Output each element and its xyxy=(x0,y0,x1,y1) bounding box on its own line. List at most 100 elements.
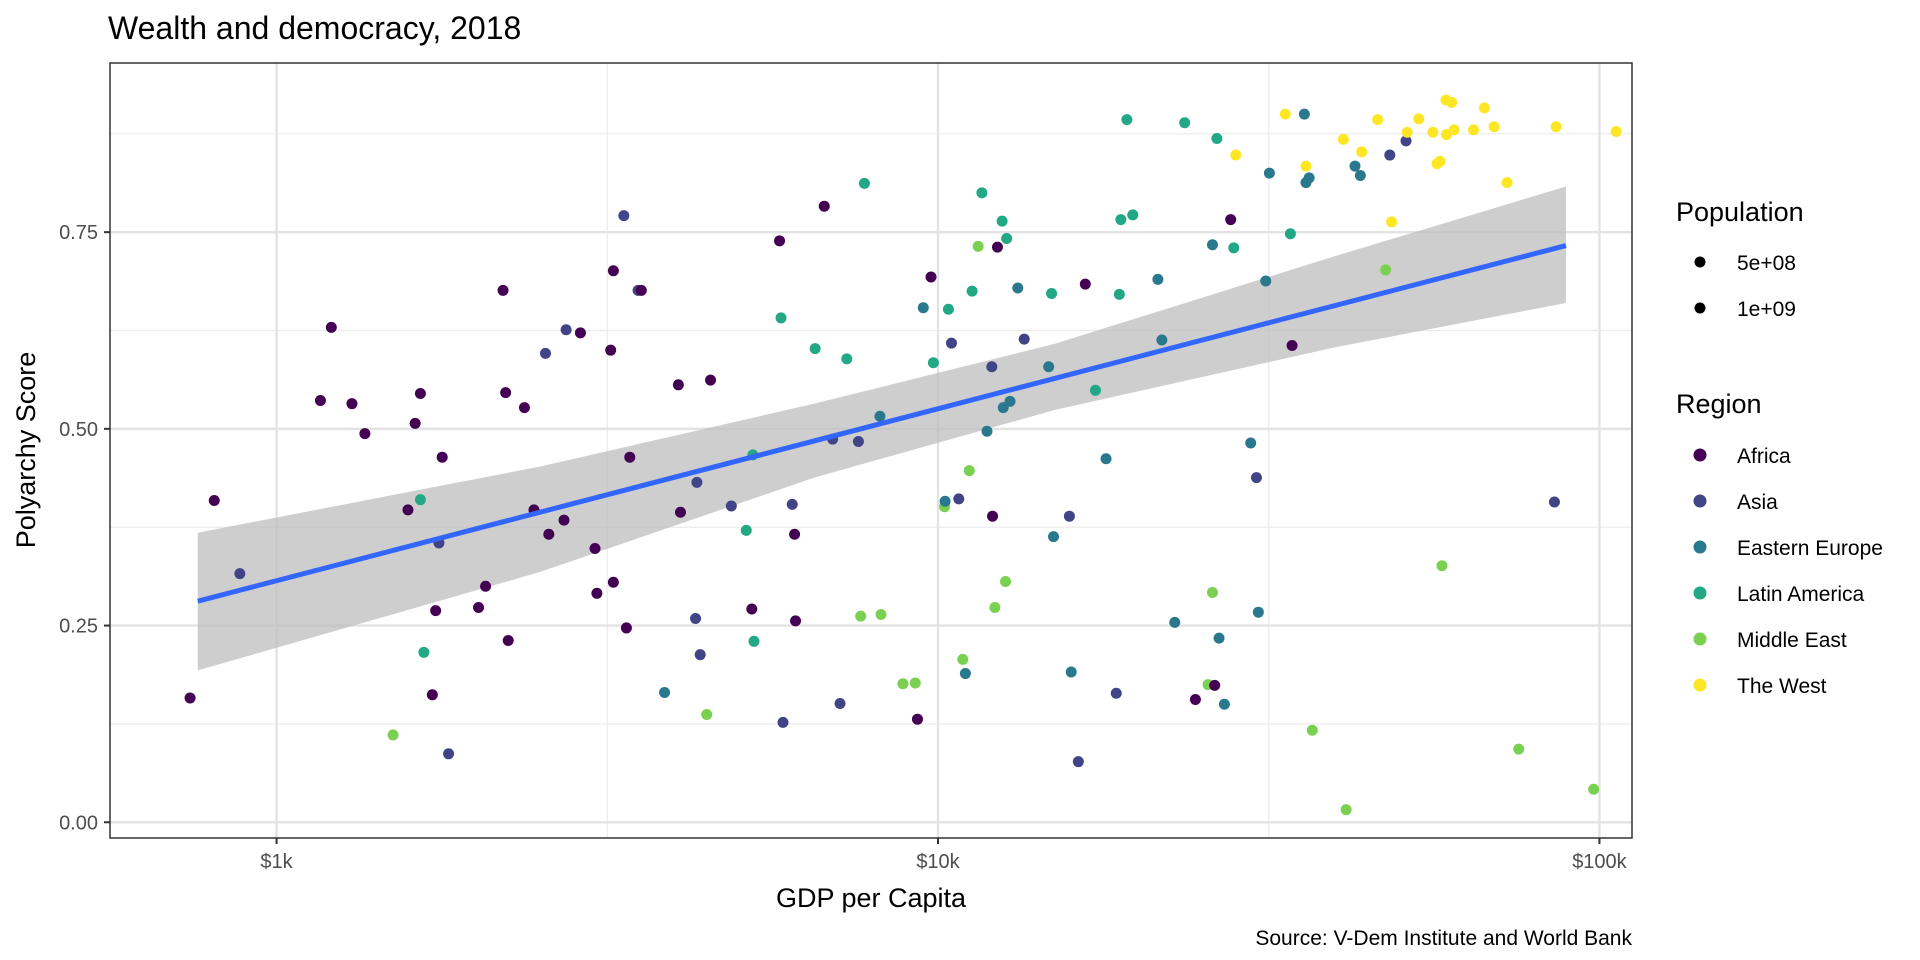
data-point xyxy=(972,240,984,252)
data-point xyxy=(414,494,426,506)
data-point xyxy=(1065,666,1077,678)
data-point xyxy=(1209,679,1221,691)
legend-title-population: Population xyxy=(1676,197,1804,227)
data-point xyxy=(746,603,758,615)
x-axis: $1k $10k $100k xyxy=(260,838,1628,873)
data-point xyxy=(691,476,703,488)
data-point xyxy=(518,402,530,414)
data-point xyxy=(774,235,786,247)
data-point xyxy=(1260,275,1272,287)
data-point xyxy=(1252,606,1264,618)
data-point xyxy=(701,708,713,720)
confidence-band-area xyxy=(197,186,1566,671)
legend-title-region: Region xyxy=(1676,389,1762,419)
data-point xyxy=(1380,264,1392,276)
data-point xyxy=(1169,616,1181,628)
data-point xyxy=(694,649,706,661)
x-tick-label: $10k xyxy=(916,851,960,873)
region-legend-key xyxy=(1693,494,1707,508)
data-point xyxy=(976,187,988,199)
data-point xyxy=(480,580,492,592)
data-point xyxy=(1156,334,1168,346)
data-point xyxy=(1298,108,1310,120)
data-point xyxy=(1413,113,1425,125)
data-point xyxy=(1501,177,1513,189)
data-point xyxy=(497,284,509,296)
data-point xyxy=(939,495,951,507)
data-point xyxy=(1427,126,1439,138)
data-point xyxy=(858,177,870,189)
data-point xyxy=(574,327,586,339)
data-point xyxy=(1228,242,1240,254)
data-point xyxy=(325,321,337,333)
data-point xyxy=(834,697,846,709)
data-point xyxy=(620,622,632,634)
data-point xyxy=(1127,209,1139,221)
data-point xyxy=(1225,214,1237,226)
x-tick-label: $100k xyxy=(1572,851,1627,873)
data-point xyxy=(418,646,430,658)
data-point xyxy=(748,635,760,647)
data-point xyxy=(473,601,485,613)
data-point xyxy=(659,686,671,698)
legend: Population 5e+08 1e+09 Region Africa Asia E… xyxy=(1676,197,1883,698)
data-point xyxy=(1436,560,1448,572)
data-point xyxy=(1206,587,1218,599)
data-point xyxy=(925,271,937,283)
data-point xyxy=(234,568,246,580)
data-point xyxy=(981,425,993,437)
data-point xyxy=(1550,121,1562,133)
data-point xyxy=(1152,273,1164,285)
data-point xyxy=(1110,687,1122,699)
data-point xyxy=(959,668,971,680)
region-legend-key xyxy=(1693,540,1707,554)
data-point xyxy=(927,357,939,369)
data-point xyxy=(1043,361,1055,373)
data-point xyxy=(426,689,438,701)
data-point xyxy=(1446,96,1458,108)
region-legend-label: Middle East xyxy=(1737,629,1847,652)
data-point xyxy=(1434,155,1446,167)
data-point xyxy=(1286,339,1298,351)
data-point xyxy=(1349,160,1361,172)
data-point xyxy=(875,609,887,621)
data-point xyxy=(1250,472,1262,484)
region-legend-label: The West xyxy=(1737,675,1827,698)
data-point xyxy=(942,303,954,315)
data-point xyxy=(917,302,929,314)
data-point xyxy=(414,387,426,399)
y-axis-title: Polyarchy Score xyxy=(11,352,41,549)
data-point xyxy=(953,493,965,505)
data-point xyxy=(500,387,512,399)
data-point xyxy=(359,428,371,440)
y-tick-label: 0.75 xyxy=(59,222,98,244)
data-point xyxy=(1001,232,1013,244)
data-point xyxy=(1012,282,1024,294)
data-point xyxy=(725,500,737,512)
data-point xyxy=(1063,510,1075,522)
data-point xyxy=(591,587,603,599)
data-point xyxy=(1478,102,1490,114)
data-point xyxy=(818,200,830,212)
data-point xyxy=(1113,288,1125,300)
data-point xyxy=(1230,149,1242,161)
data-point xyxy=(705,374,717,386)
data-point xyxy=(1610,125,1622,137)
data-point xyxy=(1245,437,1257,449)
data-point xyxy=(208,494,220,506)
data-point xyxy=(558,514,570,526)
data-point xyxy=(539,347,551,359)
data-point xyxy=(1211,133,1223,145)
data-point xyxy=(607,576,619,588)
data-point xyxy=(1079,278,1091,290)
data-point xyxy=(1072,756,1084,768)
x-tick-label: $1k xyxy=(260,851,293,873)
data-point xyxy=(1306,724,1318,736)
size-legend-key xyxy=(1694,256,1706,268)
data-point xyxy=(607,265,619,277)
data-point xyxy=(1300,160,1312,172)
data-point xyxy=(945,337,957,349)
region-legend-label: Africa xyxy=(1737,445,1791,468)
data-point xyxy=(1337,133,1349,145)
data-point xyxy=(1089,384,1101,396)
